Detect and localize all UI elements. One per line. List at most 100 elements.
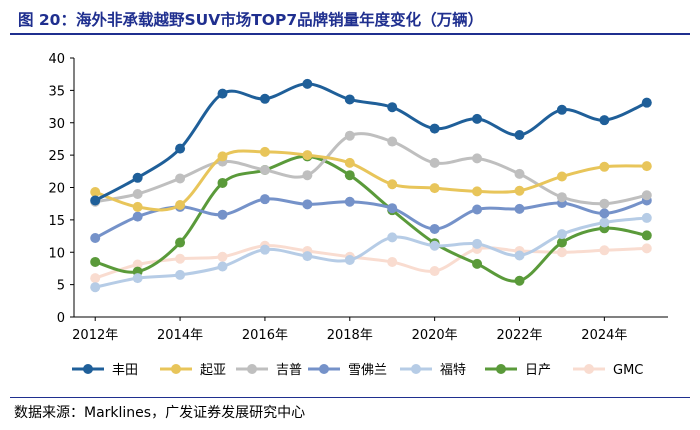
y-tick-label: 20 [48,182,65,197]
data-point [472,153,483,164]
data-point [132,188,143,199]
data-point [514,203,525,214]
legend-label: 吉普 [276,363,302,378]
y-tick-label: 15 [48,214,65,229]
data-point [429,223,440,234]
data-point [344,170,355,181]
data-point [472,204,483,215]
data-point [175,237,186,248]
data-point [175,253,186,264]
data-point [217,251,228,262]
y-tick-label: 35 [48,84,65,99]
legend-swatch-marker [584,364,594,374]
data-point [472,258,483,269]
series-4 [90,212,652,293]
data-point [556,237,567,248]
data-point [387,232,398,243]
data-point [514,168,525,179]
footer-divider [10,397,690,398]
data-point [599,115,610,126]
legend-item-4: 福特 [400,363,466,378]
x-tick-label: 2022年 [496,328,542,343]
data-point [641,212,652,223]
data-point [132,273,143,284]
data-point [302,150,313,161]
x-tick-label: 2014年 [157,328,203,343]
series-line [93,154,649,283]
data-point [472,238,483,249]
data-point [132,259,143,270]
data-point [217,88,228,99]
data-point [344,130,355,141]
data-point [641,161,652,172]
data-point [344,255,355,266]
legend-item-0: 丰田 [72,363,138,378]
data-point [90,273,101,284]
data-point [429,157,440,168]
legend-swatch-marker [319,364,329,374]
data-point [387,203,398,214]
data-point [344,196,355,207]
data-point [429,266,440,277]
data-point [175,199,186,210]
data-point [90,282,101,293]
data-point [175,143,186,154]
data-point [259,165,270,176]
legend-label: 起亚 [200,363,226,378]
legend-swatch-marker [83,364,93,374]
legend-label: 丰田 [112,363,138,378]
data-point [387,102,398,113]
data-source-note: 数据来源：Marklines，广发证券发展研究中心 [14,405,306,421]
figure-header: 图 20：海外非承载越野SUV市场TOP7品牌销量年度变化（万辆） [10,0,690,35]
series-5 [90,151,652,286]
series-2 [90,130,652,209]
data-point [556,229,567,240]
data-point [472,186,483,197]
data-point [599,161,610,172]
legend-swatch-marker [171,364,181,374]
chart-legend: 丰田 起亚 吉普 雪佛兰 福特 日产 GMC [72,363,643,378]
legend-item-2: 吉普 [236,363,302,378]
data-point [387,179,398,190]
data-point [90,187,101,198]
legend-item-5: 日产 [485,363,551,378]
data-point [132,172,143,183]
series-line [93,82,649,202]
title-divider [10,33,690,35]
legend-swatch-marker [247,364,257,374]
data-point [641,97,652,108]
data-point [599,208,610,219]
chart-axes: 0 5 10 15 20 25 30 35 40 2012年 2014年 2016年 2018年 2020… [48,52,668,343]
data-point [259,194,270,205]
legend-item-3: 雪佛兰 [308,363,387,378]
legend-label: 福特 [440,363,466,378]
data-point [217,261,228,272]
legend-swatch-marker [496,364,506,374]
y-tick-label: 0 [57,311,65,326]
legend-label: GMC [613,363,643,378]
data-point [556,192,567,203]
legend-item-6: GMC [573,363,643,378]
data-point [259,93,270,104]
data-point [302,251,313,262]
data-point [514,185,525,196]
legend-label: 日产 [525,363,551,378]
data-point [472,113,483,124]
y-tick-label: 40 [48,52,65,67]
data-point [259,244,270,255]
legend-swatch-marker [411,364,421,374]
legend-label: 雪佛兰 [348,363,387,378]
data-point [175,269,186,280]
data-point [90,195,101,206]
data-point [429,123,440,134]
x-tick-label: 2012年 [72,328,118,343]
x-tick-label: 2018年 [327,328,373,343]
data-point [514,250,525,261]
y-tick-label: 5 [57,279,65,294]
data-point [599,198,610,209]
data-point [429,183,440,194]
data-point [302,199,313,210]
data-point [641,243,652,254]
data-point [217,209,228,220]
